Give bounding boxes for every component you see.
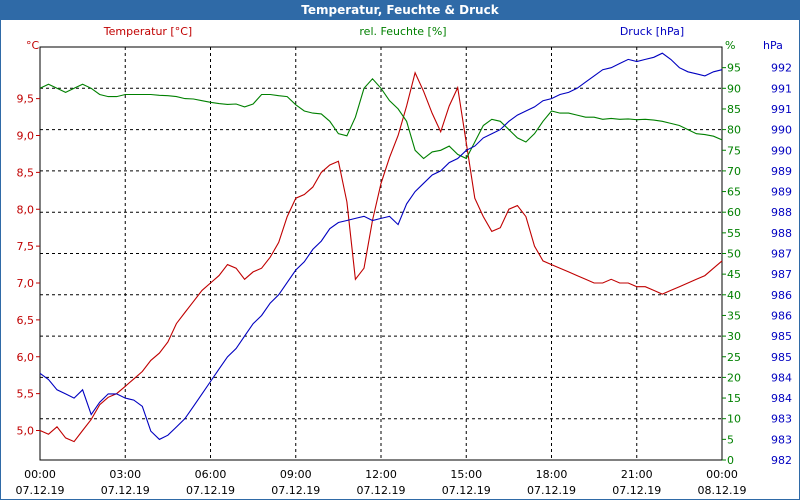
x-tick-time: 00:00 [24, 468, 56, 481]
x-tick-time: 15:00 [450, 468, 482, 481]
x-tick-date: 07.12.19 [186, 484, 235, 497]
x-tick-date: 08.12.19 [698, 484, 747, 497]
humidity-tick-label: 70 [727, 165, 741, 178]
pressure-tick-label: 989 [771, 186, 792, 199]
legend-humidity: rel. Feuchte [%] [359, 25, 446, 38]
humidity-tick-label: 90 [727, 82, 741, 95]
temperature-tick-label: 6,5 [17, 314, 35, 327]
pressure-tick-label: 984 [771, 371, 792, 384]
x-tick-date: 07.12.19 [16, 484, 65, 497]
x-tick-time: 03:00 [109, 468, 141, 481]
x-tick-time: 18:00 [536, 468, 568, 481]
pressure-tick-label: 982 [771, 454, 792, 467]
x-tick-date: 07.12.19 [527, 484, 576, 497]
humidity-tick-label: 80 [727, 124, 741, 137]
x-tick-date: 07.12.19 [612, 484, 661, 497]
x-tick-date: 07.12.19 [442, 484, 491, 497]
humidity-tick-label: 50 [727, 248, 741, 261]
pressure-tick-label: 992 [771, 62, 792, 75]
legend-pressure: Druck [hPa] [620, 25, 684, 38]
chart-title: Temperatur, Feuchte & Druck [0, 0, 800, 20]
x-tick-time: 09:00 [280, 468, 312, 481]
humidity-tick-label: 55 [727, 227, 741, 240]
pressure-tick-label: 987 [771, 248, 792, 261]
temperature-tick-label: 5,5 [17, 388, 35, 401]
humidity-tick-label: 75 [727, 144, 741, 157]
humidity-unit: % [725, 39, 735, 52]
temperature-unit: °C [26, 39, 40, 52]
humidity-tick-label: 85 [727, 103, 741, 116]
pressure-line [39, 52, 723, 441]
pressure-tick-label: 991 [771, 103, 792, 116]
x-tick-date: 07.12.19 [271, 484, 320, 497]
humidity-tick-label: 40 [727, 289, 741, 302]
temperature-tick-label: 9,0 [17, 130, 35, 143]
humidity-tick-label: 25 [727, 351, 741, 364]
x-tick-time: 00:00 [706, 468, 738, 481]
temperature-line [39, 71, 723, 443]
pressure-tick-label: 986 [771, 289, 792, 302]
humidity-tick-label: 65 [727, 186, 741, 199]
temperature-tick-label: 8,5 [17, 166, 35, 179]
temperature-tick-label: 6,0 [17, 351, 35, 364]
humidity-tick-label: 30 [727, 330, 741, 343]
pressure-tick-label: 987 [771, 268, 792, 281]
pressure-tick-label: 984 [771, 392, 792, 405]
pressure-tick-label: 988 [771, 206, 792, 219]
humidity-tick-label: 60 [727, 206, 741, 219]
pressure-tick-label: 990 [771, 144, 792, 157]
x-tick-time: 12:00 [365, 468, 397, 481]
humidity-line [39, 77, 723, 160]
temperature-tick-label: 7,0 [17, 277, 35, 290]
pressure-tick-label: 985 [771, 351, 792, 364]
pressure-tick-label: 989 [771, 165, 792, 178]
x-tick-date: 07.12.19 [357, 484, 406, 497]
humidity-tick-label: 15 [727, 392, 741, 405]
legend-temperature: Temperatur [°C] [103, 25, 192, 38]
humidity-tick-label: 5 [727, 433, 734, 446]
pressure-tick-label: 986 [771, 309, 792, 322]
humidity-tick-label: 10 [727, 413, 741, 426]
temperature-tick-label: 8,0 [17, 203, 35, 216]
pressure-tick-label: 990 [771, 124, 792, 137]
temperature-tick-label: 5,0 [17, 425, 35, 438]
pressure-unit: hPa [763, 39, 783, 52]
humidity-tick-label: 95 [727, 62, 741, 75]
pressure-tick-label: 983 [771, 433, 792, 446]
x-tick-time: 06:00 [195, 468, 227, 481]
pressure-tick-label: 983 [771, 413, 792, 426]
temperature-tick-label: 7,5 [17, 240, 35, 253]
x-tick-time: 21:00 [621, 468, 653, 481]
humidity-tick-label: 35 [727, 309, 741, 322]
temperature-tick-label: 9,5 [17, 93, 35, 106]
humidity-tick-label: 0 [727, 454, 734, 467]
pressure-tick-label: 988 [771, 227, 792, 240]
pressure-tick-label: 991 [771, 82, 792, 95]
x-tick-date: 07.12.19 [101, 484, 150, 497]
humidity-tick-label: 45 [727, 268, 741, 281]
pressure-tick-label: 985 [771, 330, 792, 343]
humidity-tick-label: 20 [727, 371, 741, 384]
